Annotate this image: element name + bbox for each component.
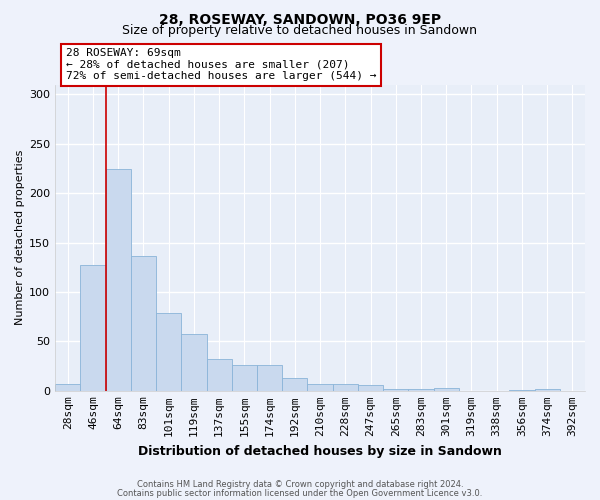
Text: 28, ROSEWAY, SANDOWN, PO36 9EP: 28, ROSEWAY, SANDOWN, PO36 9EP — [159, 12, 441, 26]
Bar — [509, 390, 535, 391]
Bar — [383, 389, 409, 391]
Bar — [106, 168, 131, 391]
Bar — [358, 385, 383, 391]
Text: Contains HM Land Registry data © Crown copyright and database right 2024.: Contains HM Land Registry data © Crown c… — [137, 480, 463, 489]
Bar — [131, 256, 156, 391]
Bar — [332, 384, 358, 391]
Text: Contains public sector information licensed under the Open Government Licence v3: Contains public sector information licen… — [118, 488, 482, 498]
Bar — [434, 388, 459, 391]
Bar — [307, 384, 332, 391]
Y-axis label: Number of detached properties: Number of detached properties — [15, 150, 25, 326]
Bar — [282, 378, 307, 391]
Text: Size of property relative to detached houses in Sandown: Size of property relative to detached ho… — [122, 24, 478, 37]
Bar — [181, 334, 206, 391]
Bar — [55, 384, 80, 391]
Bar — [257, 365, 282, 391]
Bar — [232, 365, 257, 391]
Bar — [156, 313, 181, 391]
X-axis label: Distribution of detached houses by size in Sandown: Distribution of detached houses by size … — [138, 444, 502, 458]
Bar — [535, 389, 560, 391]
Bar — [206, 359, 232, 391]
Bar — [409, 389, 434, 391]
Bar — [80, 266, 106, 391]
Text: 28 ROSEWAY: 69sqm
← 28% of detached houses are smaller (207)
72% of semi-detache: 28 ROSEWAY: 69sqm ← 28% of detached hous… — [66, 48, 376, 82]
